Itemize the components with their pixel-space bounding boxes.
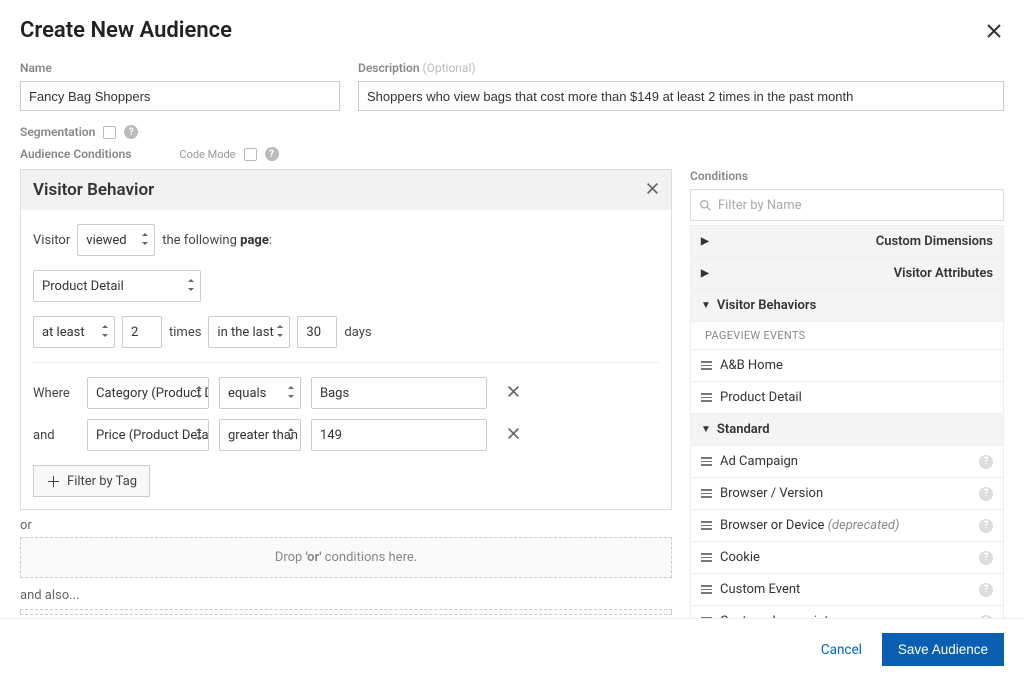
chevron-down-icon: ▼ — [701, 300, 711, 311]
segmentation-label: Segmentation — [20, 125, 95, 139]
name-input[interactable] — [20, 81, 340, 111]
code-mode-label: Code Mode — [179, 148, 235, 161]
conditions-list: ▶ Custom Dimensions ▶ Visitor Attributes… — [690, 225, 1004, 638]
visitor-text: Visitor — [33, 233, 70, 248]
condition-item[interactable]: Cookie ? — [691, 542, 1003, 574]
filter-by-tag-button[interactable]: ＋ Filter by Tag — [33, 465, 150, 497]
conditions-title: Conditions — [690, 169, 1004, 183]
help-icon[interactable]: ? — [979, 519, 993, 533]
condition-item[interactable]: Product Detail — [691, 382, 1003, 414]
filter-op-select[interactable]: equals — [219, 377, 301, 409]
count-input[interactable]: 2 — [122, 316, 162, 348]
create-audience-modal: Create New Audience Name Description (Op… — [0, 0, 1024, 638]
help-icon[interactable]: ? — [979, 551, 993, 565]
help-icon[interactable]: ? — [979, 583, 993, 597]
filter-attr-select[interactable]: Price (Product Detail) — [87, 419, 209, 451]
search-icon — [699, 199, 712, 212]
code-mode-help-icon[interactable]: ? — [265, 147, 279, 161]
condition-item[interactable]: Browser or Device (deprecated) ? — [691, 510, 1003, 542]
drag-icon — [701, 457, 712, 466]
modal-footer: Cancel Save Audience — [0, 618, 1024, 680]
filter-row-remove-icon[interactable] — [507, 383, 520, 403]
drag-icon — [701, 585, 712, 594]
chevron-right-icon: ▶ — [701, 268, 888, 279]
panel-close-icon[interactable] — [646, 180, 659, 200]
help-icon[interactable]: ? — [979, 455, 993, 469]
condition-item[interactable]: Custom Event ? — [691, 574, 1003, 606]
condition-item[interactable]: A&B Home — [691, 350, 1003, 382]
filter-value-input[interactable]: 149 — [311, 419, 487, 451]
chevron-down-icon: ▼ — [701, 424, 711, 435]
filter-row-remove-icon[interactable] — [507, 425, 520, 445]
category-visitor-attributes[interactable]: ▶ Visitor Attributes — [691, 258, 1003, 290]
plus-icon: ＋ — [46, 471, 61, 492]
name-label: Name — [20, 61, 340, 75]
drag-icon — [701, 553, 712, 562]
description-input[interactable] — [358, 81, 1004, 111]
and-label: and — [33, 428, 77, 443]
or-dropzone[interactable]: Drop 'or' conditions here. — [20, 537, 672, 578]
drag-icon — [701, 361, 712, 370]
range-select[interactable]: in the last — [208, 316, 290, 348]
drag-icon — [701, 393, 712, 402]
and-dropzone[interactable] — [20, 609, 672, 615]
filter-value-input[interactable]: Bags — [311, 377, 487, 409]
save-audience-button[interactable]: Save Audience — [882, 633, 1004, 666]
segmentation-checkbox[interactable] — [103, 126, 116, 139]
panel-title: Visitor Behavior — [33, 180, 154, 200]
cancel-button[interactable]: Cancel — [821, 642, 862, 658]
conditions-search[interactable]: Filter by Name — [690, 189, 1004, 221]
filter-attr-select[interactable]: Category (Product Detail) — [87, 377, 209, 409]
filter-op-select[interactable]: greater than — [219, 419, 301, 451]
range-value-input[interactable]: 30 — [297, 316, 337, 348]
visitor-behavior-panel: Visitor Behavior Visitor viewed the foll… — [20, 169, 672, 510]
page-select[interactable]: Product Detail — [33, 270, 201, 302]
chevron-right-icon: ▶ — [701, 236, 870, 247]
segmentation-help-icon[interactable]: ? — [124, 125, 138, 139]
condition-item[interactable]: Ad Campaign ? — [691, 446, 1003, 478]
audience-conditions-label: Audience Conditions — [20, 147, 131, 161]
category-visitor-behaviors[interactable]: ▼ Visitor Behaviors — [691, 290, 1003, 322]
or-label: or — [20, 518, 672, 533]
description-label: Description (Optional) — [358, 61, 1004, 75]
drag-icon — [701, 521, 712, 530]
action-select[interactable]: viewed — [77, 224, 155, 256]
close-icon[interactable] — [984, 18, 1004, 47]
drag-icon — [701, 489, 712, 498]
where-label: Where — [33, 386, 77, 401]
constraint-select[interactable]: at least — [33, 316, 115, 348]
category-standard[interactable]: ▼ Standard — [691, 414, 1003, 446]
help-icon[interactable]: ? — [979, 487, 993, 501]
modal-title: Create New Audience — [20, 18, 232, 43]
code-mode-checkbox[interactable] — [244, 148, 257, 161]
condition-item[interactable]: Browser / Version ? — [691, 478, 1003, 510]
category-custom-dimensions[interactable]: ▶ Custom Dimensions — [691, 226, 1003, 258]
subheader-pageview: PAGEVIEW EVENTS — [691, 322, 1003, 350]
and-also-label: and also... — [20, 588, 672, 603]
